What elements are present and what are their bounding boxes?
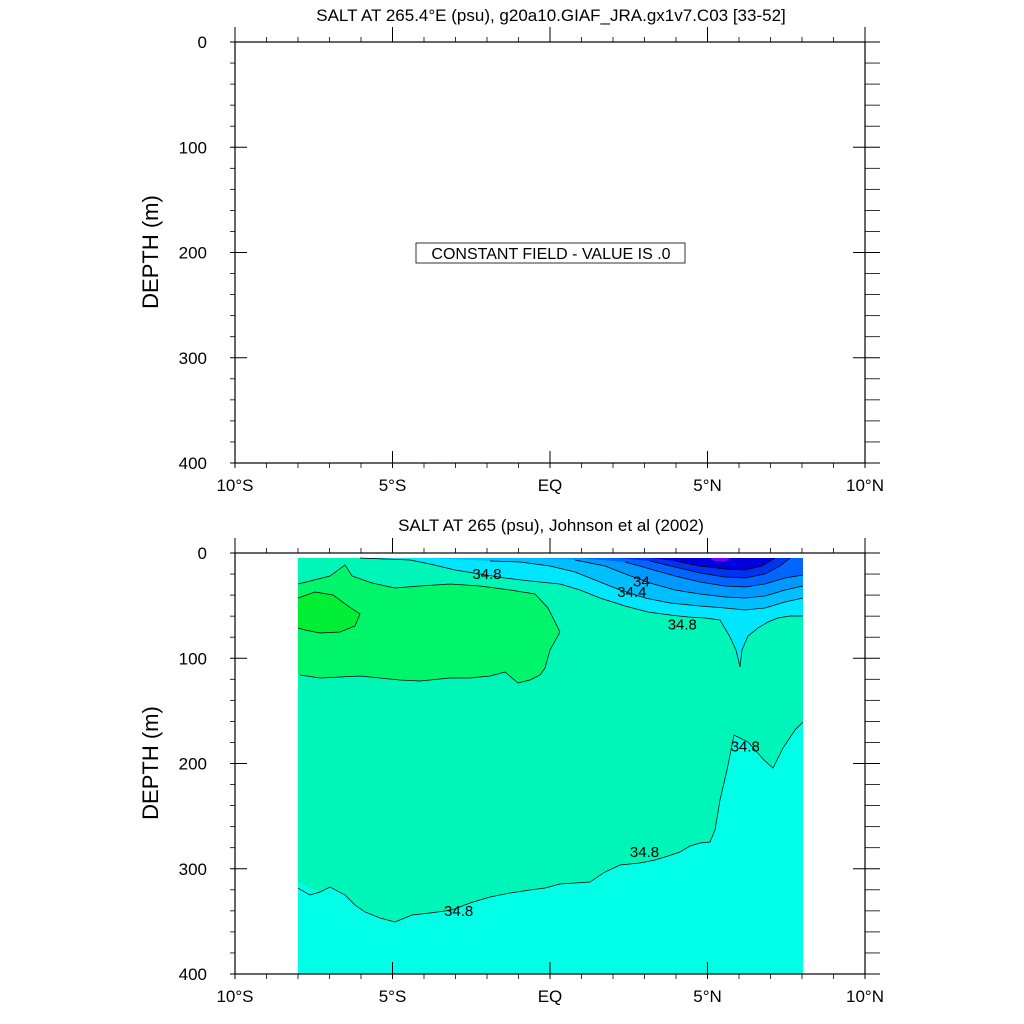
top-y-ticks: 0 100 200 300 400	[179, 33, 880, 473]
top-y-axis-label: DEPTH (m)	[138, 195, 163, 309]
contour-line-tongue	[297, 564, 561, 684]
top-x-tick-label: 5°S	[379, 476, 407, 495]
bottom-y-tick-label: 300	[179, 860, 207, 879]
bottom-title: SALT AT 265 (psu), Johnson et al (2002)	[398, 516, 704, 535]
top-x-tick-label: 5°N	[693, 476, 722, 495]
top-x-tick-label: 10°N	[846, 476, 884, 495]
top-y-tick-label: 300	[179, 349, 207, 368]
contour-line-fresh-1	[359, 557, 803, 668]
contour-lines	[297, 557, 804, 923]
bottom-x-tick-label: 10°N	[846, 987, 884, 1006]
top-y-tick-label: 200	[179, 244, 207, 263]
bottom-y-ticks: 0 100 200 300 400	[179, 544, 880, 984]
bottom-y-tick-label: 400	[179, 965, 207, 984]
top-y-tick-label: 100	[179, 138, 207, 157]
contour-line-fresh-2	[489, 560, 804, 611]
contour-label: 34.8	[668, 617, 697, 634]
contour-label: 34.8	[630, 844, 659, 861]
top-x-ticks: 10°S 5°S EQ 5°N 10°N	[216, 27, 884, 495]
bottom-x-tick-label: 5°S	[379, 987, 407, 1006]
bottom-y-tick-label: 0	[198, 544, 207, 563]
bottom-y-axis-label: DEPTH (m)	[138, 706, 163, 820]
contour-line-fresh-4	[624, 561, 804, 588]
fill-green-core	[298, 592, 360, 633]
constant-field-annotation: CONSTANT FIELD - VALUE IS .0	[431, 246, 670, 263]
top-y-tick-label: 400	[179, 454, 207, 473]
contour-line-deep-348	[297, 721, 804, 923]
contour-line-fresh-6	[674, 557, 776, 571]
fill-fresh-6	[650, 558, 775, 570]
bottom-y-tick-label: 100	[179, 649, 207, 668]
contour-label: 34.8	[731, 739, 760, 756]
top-panel: SALT AT 265.4°E (psu), g20a10.GIAF_JRA.g…	[138, 6, 884, 495]
bottom-y-tick-label: 200	[179, 755, 207, 774]
bottom-x-ticks: 10°S 5°S EQ 5°N 10°N	[216, 538, 884, 1006]
contour-label: 34.8	[472, 566, 501, 583]
bottom-panel: SALT AT 265 (psu), Johnson et al (2002)	[138, 516, 884, 1006]
contour-label: 34	[633, 573, 650, 590]
salinity-fill-field	[298, 558, 803, 974]
constant-field-box	[415, 242, 686, 264]
fill-fresh-7	[710, 558, 730, 561]
fill-green-tongue	[298, 565, 560, 683]
top-y-tick-label: 0	[198, 33, 207, 52]
bottom-x-tick-label: EQ	[538, 987, 563, 1006]
contour-label: 34.8	[444, 903, 473, 920]
top-x-tick-label: 10°S	[216, 476, 253, 495]
bottom-x-tick-label: 5°N	[693, 987, 722, 1006]
contour-line-fresh-3	[574, 559, 804, 599]
contour-label: 34.4	[617, 584, 646, 601]
top-x-tick-label: EQ	[538, 476, 563, 495]
contour-line-fresh-5	[649, 557, 791, 579]
bottom-x-tick-label: 10°S	[216, 987, 253, 1006]
contour-line-core	[297, 591, 361, 634]
top-title: SALT AT 265.4°E (psu), g20a10.GIAF_JRA.g…	[316, 6, 786, 25]
